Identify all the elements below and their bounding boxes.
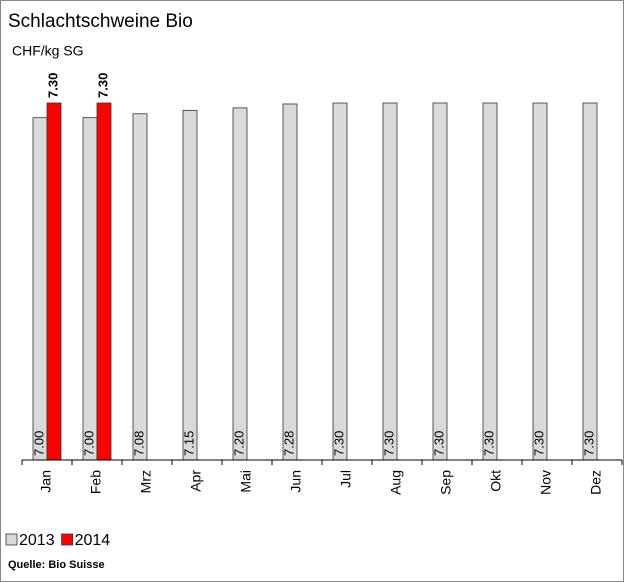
value-label: 7.30 (95, 73, 110, 98)
value-label: 7.15 (181, 431, 196, 456)
value-label: 7.00 (81, 431, 96, 456)
value-label: 7.00 (31, 431, 46, 456)
value-label: 7.28 (281, 431, 296, 456)
x-tick-label: Mai (238, 470, 254, 493)
x-tick-label: Jan (38, 470, 54, 493)
bar (82, 117, 98, 461)
legend-label: 2014 (75, 532, 111, 549)
value-label: 7.30 (45, 73, 60, 98)
bar (382, 102, 398, 461)
x-tick-label: Nov (538, 470, 554, 495)
bar (582, 102, 598, 461)
value-label: 7.30 (331, 431, 346, 456)
bar (482, 102, 498, 461)
x-tick-label: Aug (388, 470, 404, 495)
value-label: 7.30 (481, 431, 496, 456)
x-tick-label: Sep (438, 470, 454, 495)
bar (182, 109, 198, 461)
value-label: 7.30 (581, 431, 596, 456)
bar (96, 102, 112, 461)
x-tick-label: Mrz (138, 470, 154, 493)
bar (46, 102, 62, 461)
x-tick-label: Apr (188, 470, 204, 492)
x-tick-label: Okt (488, 470, 504, 492)
x-tick-label: Dez (588, 470, 604, 495)
legend-swatch (61, 533, 73, 546)
x-tick-label: Jul (338, 470, 354, 488)
bar (232, 107, 248, 461)
bar (132, 113, 148, 461)
source: Quelle: Bio Suisse (8, 559, 105, 571)
bar (332, 102, 348, 461)
bar (432, 102, 448, 461)
value-label: 7.30 (431, 431, 446, 456)
bar (32, 117, 48, 461)
x-tick-label: Jun (288, 470, 304, 493)
x-tick-label: Feb (88, 470, 104, 494)
value-label: 7.08 (131, 431, 146, 456)
chart-title: Schlachtschweine Bio (8, 11, 193, 32)
value-label: 7.30 (381, 431, 396, 456)
legend-label: 2013 (19, 532, 55, 549)
value-label: 7.30 (531, 431, 546, 456)
y-axis-label: CHF/kg SG (12, 43, 84, 59)
bar (282, 103, 298, 461)
legend-swatch (5, 533, 18, 546)
bar (532, 102, 548, 461)
value-label: 7.20 (231, 431, 246, 456)
